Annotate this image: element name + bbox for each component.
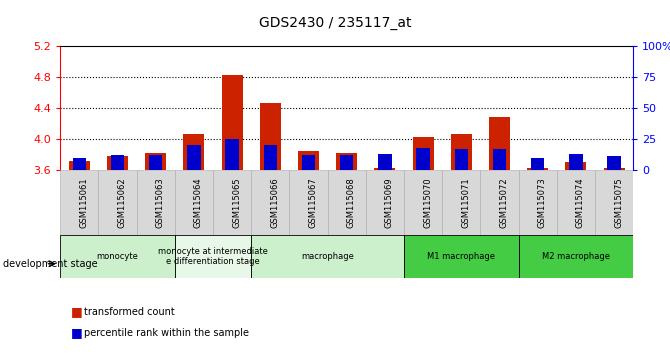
Bar [98,170,137,235]
Text: GSM115075: GSM115075 [614,177,623,228]
Bar [375,167,395,170]
Bar [442,170,480,235]
Text: GSM115072: GSM115072 [499,177,509,228]
Bar [519,235,633,278]
Text: GSM115062: GSM115062 [118,177,127,228]
Bar [531,158,544,170]
Bar [60,235,175,278]
Bar [608,156,620,170]
Text: GDS2430 / 235117_at: GDS2430 / 235117_at [259,16,411,30]
Text: monocyte at intermediate
e differentiation stage: monocyte at intermediate e differentiati… [158,247,268,266]
Bar [60,170,98,235]
Bar [595,170,633,235]
Text: development stage: development stage [3,259,98,269]
Bar [404,235,519,278]
Text: GSM115073: GSM115073 [537,177,547,228]
Bar [264,145,277,170]
Text: macrophage: macrophage [302,252,354,261]
Bar [328,170,366,235]
Bar [149,155,162,170]
Bar [213,170,251,235]
Text: monocyte: monocyte [96,252,139,261]
Bar [111,155,124,170]
Text: GSM115070: GSM115070 [423,177,432,228]
Text: GSM115071: GSM115071 [461,177,470,228]
Bar [604,167,624,170]
Bar [340,155,353,170]
Text: GSM115061: GSM115061 [79,177,88,228]
Bar [260,103,281,170]
Bar [417,148,429,170]
Bar [480,170,519,235]
Bar [336,153,357,170]
Bar [298,150,319,170]
Bar [451,133,472,170]
Bar [519,170,557,235]
Text: percentile rank within the sample: percentile rank within the sample [84,328,249,338]
Bar [188,145,200,170]
Bar [175,235,251,278]
Bar [557,170,595,235]
Bar [251,235,404,278]
Bar [184,133,204,170]
Bar [107,156,128,170]
Text: M1 macrophage: M1 macrophage [427,252,495,261]
Text: GSM115068: GSM115068 [347,177,356,228]
Bar [570,154,582,170]
Bar [302,155,315,170]
Bar [175,170,213,235]
Bar [289,170,328,235]
Text: GSM115074: GSM115074 [576,177,585,228]
Text: ■: ■ [71,305,83,318]
Bar [366,170,404,235]
Text: GSM115069: GSM115069 [385,177,394,228]
Text: M2 macrophage: M2 macrophage [542,252,610,261]
Bar [565,162,586,170]
Text: GSM115066: GSM115066 [270,177,279,228]
Bar [493,149,506,170]
Text: GSM115064: GSM115064 [194,177,203,228]
Bar [222,75,243,170]
Bar [226,139,239,170]
Text: ■: ■ [71,326,83,339]
Bar [69,161,90,170]
Bar [404,170,442,235]
Text: transformed count: transformed count [84,307,174,316]
Bar [379,154,391,170]
Bar [489,117,510,170]
Bar [137,170,175,235]
Text: GSM115065: GSM115065 [232,177,241,228]
Text: GSM115067: GSM115067 [308,177,318,228]
Bar [413,137,433,170]
Bar [251,170,289,235]
Text: GSM115063: GSM115063 [155,177,165,228]
Bar [527,167,548,170]
Bar [73,158,86,170]
Bar [145,153,166,170]
Bar [455,149,468,170]
